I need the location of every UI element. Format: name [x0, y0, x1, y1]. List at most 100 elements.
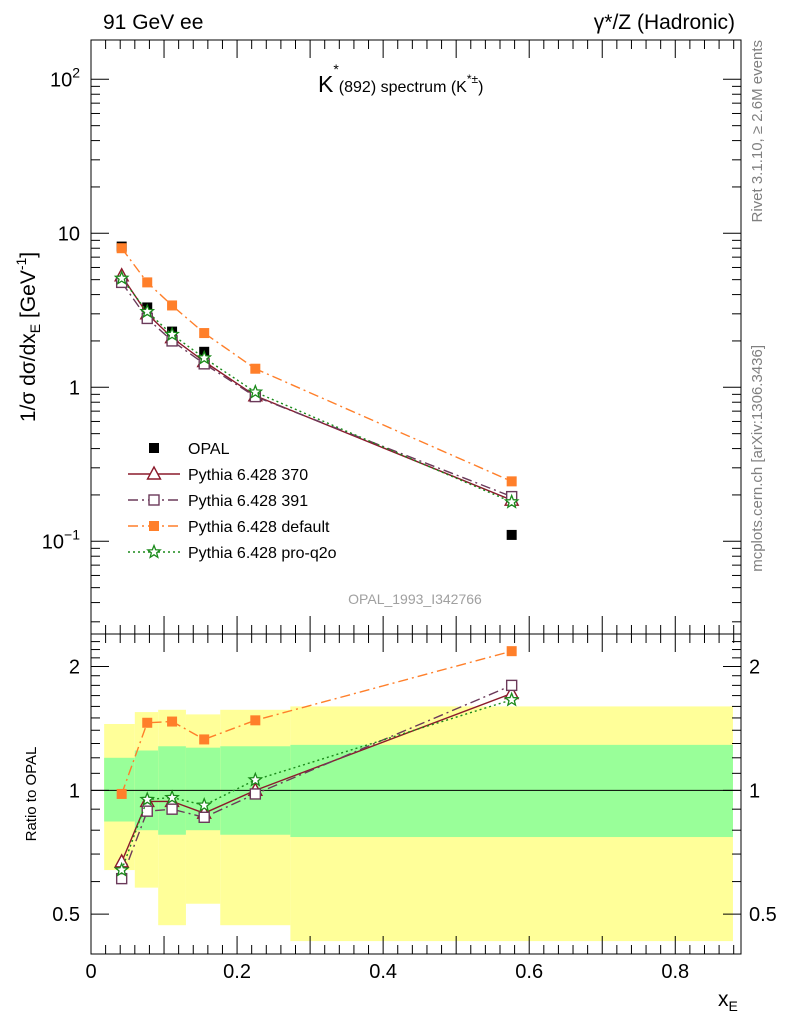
ratio-series-2-point-2 [167, 716, 178, 727]
legend-entry-0: OPAL [149, 441, 230, 458]
ratio-ytick-label-right-1: 1 [749, 780, 760, 802]
title-star: * [333, 61, 339, 77]
main-series-0 [116, 241, 517, 540]
ratio-ytick-label-left-1: 1 [69, 780, 80, 802]
xlabel-main: x [718, 988, 729, 1011]
legend-entry-2: Pythia 6.428 391 [128, 493, 308, 510]
main-series-3-line [121, 247, 512, 483]
x-tick-label-0: 0 [85, 961, 96, 983]
legend-entry-4-marker [146, 543, 162, 559]
ratio-series-2-point-5 [506, 646, 517, 657]
ratio-panel: 0.5 0.5 1 1 2 2 0 0.2 0.4 0.6 0.8 Ratio to OPAL x… [23, 633, 777, 1014]
legend-entry-3-marker [149, 521, 159, 531]
ratio-series-1-point-4 [249, 788, 262, 800]
ratio-series-1-point-1 [141, 805, 153, 817]
title-sup: *± [467, 72, 479, 86]
legend-entry-2-marker [148, 494, 160, 506]
main-series-3 [116, 243, 517, 487]
ylabel-unit-text: [GeV [17, 270, 40, 324]
ratio-series-2-point-0 [116, 788, 127, 799]
ratio-series-2-line [121, 650, 512, 795]
ylabel-sub-text: E [27, 324, 43, 333]
ratio-series-2-point-1 [142, 717, 153, 728]
legend-entry-3-label: Pythia 6.428 default [188, 519, 330, 536]
ratio-series-3-point-1 [139, 791, 156, 807]
main-series-3-point-2 [167, 300, 178, 311]
ratio-ytick-label-left-0: 0.5 [52, 904, 80, 926]
main-ytick-label-3-base: 10 [50, 69, 72, 91]
ylabel-sup-text: -1 [13, 257, 29, 270]
ratio-series-3-point-2 [164, 789, 180, 805]
ratio-series-layer [113, 646, 520, 885]
main-ytick-label-3: 102 [50, 64, 80, 91]
x-axis-label: xE [718, 988, 738, 1014]
main-series-4-point-1 [139, 303, 156, 319]
main-series-3-point-4 [250, 363, 261, 374]
ratio-series-1 [115, 679, 518, 885]
main-y-axis-label: 1/σ dσ/dxE [GeV-1] [13, 252, 43, 422]
main-series-3-point-3 [199, 328, 210, 339]
main-series-4 [113, 270, 520, 509]
legend-entry-1-marker [146, 465, 162, 480]
ratio-series-1-point-5 [505, 679, 518, 692]
ratio-y-tick-labels: 0.5 0.5 1 1 2 2 [52, 657, 777, 927]
main-series-4-point-4 [247, 383, 264, 399]
main-series-2-line [121, 281, 512, 498]
title-k: K [318, 71, 334, 97]
ratio-uncertainty-bands [104, 706, 733, 942]
plot-title: K*(892) spectrum (K*±) [318, 61, 483, 97]
main-axis-ticks [90, 40, 741, 634]
x-tick-labels: 0 0.2 0.4 0.6 0.8 [85, 961, 689, 983]
main-series-3-point-0 [116, 243, 127, 254]
ratio-series-1-point-2 [166, 803, 178, 815]
main-series-4-line [121, 277, 512, 503]
main-ytick-label-0: 10−1 [42, 526, 80, 553]
x-tick-label-3: 0.6 [515, 961, 543, 983]
legend-entry-1-label: Pythia 6.428 370 [188, 467, 308, 484]
main-series-layer [113, 241, 520, 540]
ratio-series-2 [116, 646, 517, 799]
main-ytick-label-1: 1 [69, 377, 80, 399]
title-text: spectrum (K [376, 79, 467, 96]
title-mass: (892) [339, 79, 376, 96]
ratio-series-3-line [121, 699, 512, 871]
legend-entry-4: Pythia 6.428 pro-q2o [128, 543, 337, 562]
ratio-series-3-point-3 [196, 796, 213, 812]
title-close: ) [478, 79, 483, 96]
legend-entry-1: Pythia 6.428 370 [128, 465, 308, 484]
ratio-axis-ticks [90, 633, 741, 955]
main-series-4-point-2 [164, 326, 180, 342]
main-ytick-label-2-base: 10 [58, 223, 80, 245]
legend-entry-0-label: OPAL [188, 441, 230, 458]
ylabel-main-text: 1/σ dσ/dx [17, 333, 40, 422]
rivet-side-label: Rivet 3.1.10, ≥ 2.6M events [749, 40, 766, 223]
x-tick-label-1: 0.2 [223, 961, 251, 983]
main-series-0-point-5 [506, 529, 517, 540]
ratio-ytick-label-left-2: 2 [69, 657, 80, 679]
ratio-series-2-point-4 [250, 715, 261, 726]
ratio-y-axis-label: Ratio to OPAL [23, 747, 40, 842]
main-ytick-label-0-exp: −1 [64, 526, 80, 542]
x-tick-label-2: 0.4 [369, 961, 397, 983]
legend-entry-0-marker [149, 443, 159, 453]
green-band-5 [290, 744, 733, 838]
main-series-3-point-1 [142, 277, 153, 288]
ratio-series-1-point-3 [198, 811, 210, 823]
ylabel-close-text: ] [17, 252, 40, 258]
header-left-label: 91 GeV ee [103, 11, 203, 34]
header-right-label: γ*/Z (Hadronic) [594, 11, 735, 34]
mcplots-side-label: mcplots.cern.ch [arXiv:1306.3436] [749, 345, 766, 572]
main-ytick-label-2: 10 [58, 223, 80, 245]
x-tick-label-4: 0.8 [661, 961, 689, 983]
legend-entry-4-label: Pythia 6.428 pro-q2o [188, 545, 337, 562]
main-series-4-point-0 [113, 270, 130, 286]
main-ytick-label-0-base: 10 [42, 531, 64, 553]
main-series-1-line [121, 275, 512, 501]
analysis-watermark: OPAL_1993_I342766 [348, 591, 482, 607]
ratio-series-3-point-0 [113, 861, 130, 877]
main-ytick-label-3-exp: 2 [72, 64, 80, 80]
ratio-series-3-point-4 [247, 771, 264, 787]
